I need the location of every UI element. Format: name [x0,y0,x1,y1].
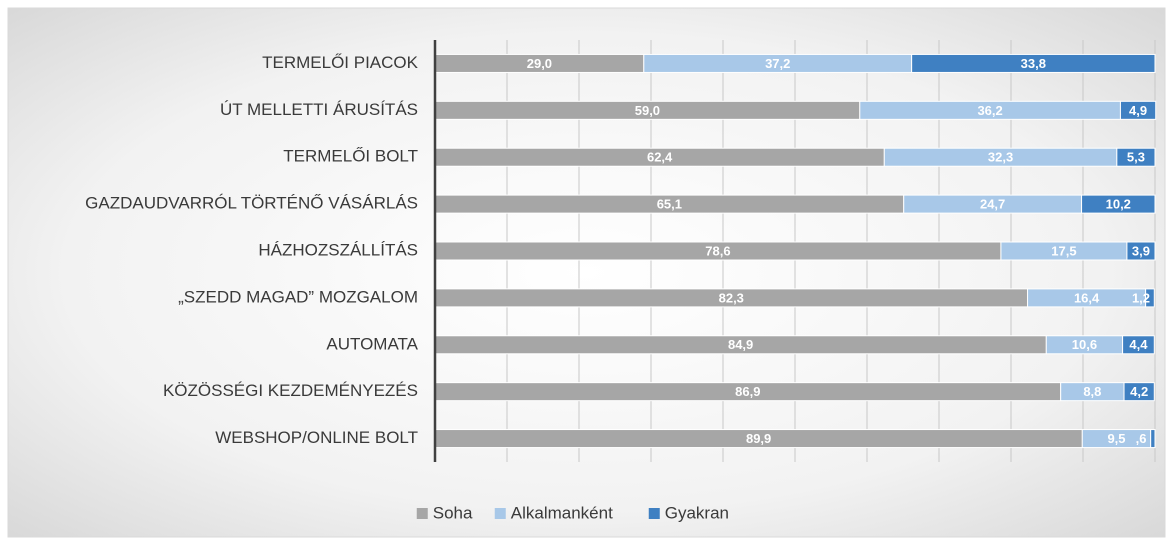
value-label: 5,3 [1127,150,1145,165]
legend-swatch [416,508,428,519]
bar-segment [1081,194,1156,214]
bar-segment [1119,100,1157,120]
category-label: TERMELŐI PIACOK [262,53,419,72]
category-label: GAZDAUDVARRÓL TÖRTÉNŐ VÁSÁRLÁS [85,194,418,213]
value-label: 89,9 [746,431,771,446]
value-label: 62,4 [647,150,673,165]
value-label: 4,9 [1129,103,1147,118]
value-label: 84,9 [728,337,753,352]
category-label: KÖZÖSSÉGI KEZDEMÉNYEZÉS [163,381,418,400]
value-label: 17,5 [1051,243,1076,258]
value-label: 4,2 [1130,384,1148,399]
value-label: 24,7 [980,197,1005,212]
value-label: 8,8 [1083,384,1101,399]
category-label: TERMELŐI BOLT [283,147,418,166]
value-label: 16,4 [1074,290,1100,305]
value-label: 10,6 [1072,337,1097,352]
value-label: 1,2 [1132,290,1150,305]
bar-segment [1123,382,1155,402]
value-label: 10,2 [1106,197,1131,212]
chart-background [7,7,1166,538]
bar-segment [1145,288,1155,308]
legend-label: Soha [433,503,473,522]
value-label: 3,9 [1132,243,1150,258]
bar-segment [1126,241,1156,261]
bar-segment [1116,147,1156,167]
value-label: ,6 [1136,431,1147,446]
value-label: 36,2 [977,103,1002,118]
value-label: 32,3 [988,150,1013,165]
value-label: 29,0 [527,56,552,71]
legend-label: Alkalmanként [511,503,613,522]
value-label: 4,4 [1129,337,1148,352]
value-label: 33,8 [1021,56,1046,71]
value-label: 59,0 [635,103,660,118]
value-label: 82,3 [719,290,744,305]
legend-swatch [494,508,506,519]
legend-swatch [648,508,660,519]
value-label: 78,6 [705,243,730,258]
bar-segment [1122,335,1155,355]
category-label: „SZEDD MAGAD” MOZGALOM [178,287,418,306]
legend-label: Gyakran [665,503,729,522]
bar-segment [1150,429,1156,449]
value-label: 37,2 [765,56,790,71]
category-label: HÁZHOZSZÁLLÍTÁS [258,240,418,259]
value-label: 65,1 [657,197,682,212]
category-label: AUTOMATA [326,334,418,353]
value-label: 9,5 [1107,431,1125,446]
category-label: ÚT MELLETTI ÁRUSÍTÁS [220,100,418,119]
bar-segment [911,53,1156,73]
category-label: WEBSHOP/ONLINE BOLT [215,428,418,447]
value-label: 86,9 [735,384,760,399]
